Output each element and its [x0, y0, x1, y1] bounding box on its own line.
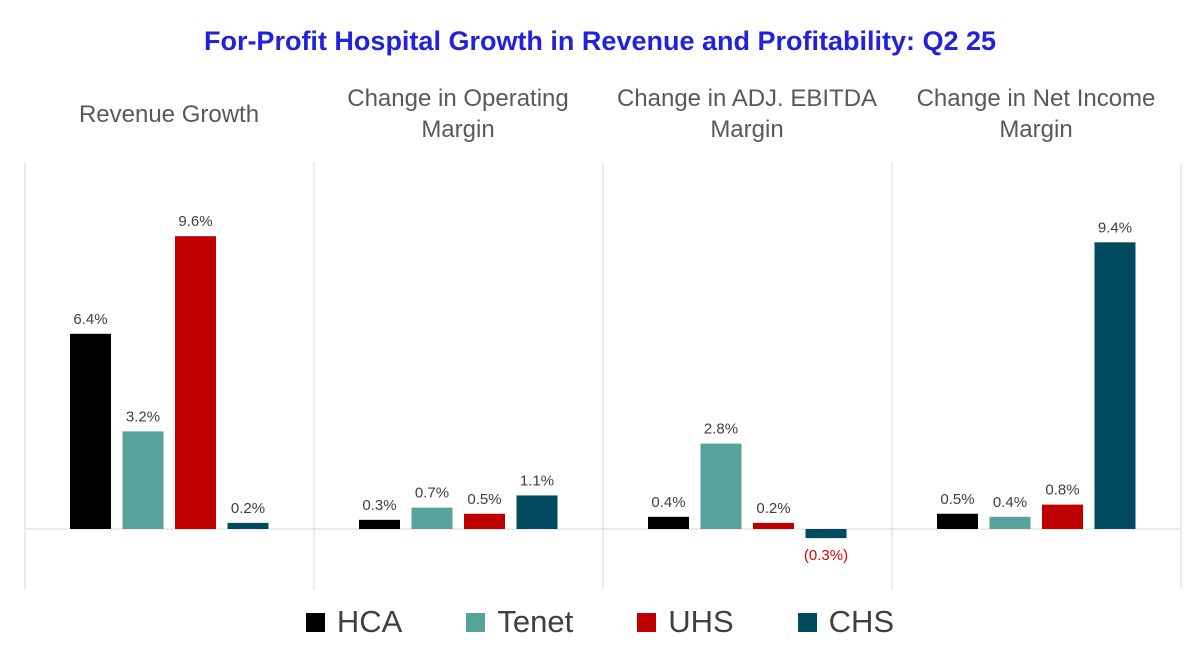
bar-chs-panel-1 [227, 522, 269, 529]
legend-item-uhs: UHS [637, 604, 734, 640]
bar-hca-panel-2 [359, 519, 400, 529]
bar-tenet-panel-2 [411, 507, 453, 529]
legend-item-tenet: Tenet [466, 604, 573, 640]
bar-uhs-panel-4 [1042, 504, 1083, 529]
bar-chs-panel-3 [805, 529, 847, 539]
data-label-chs-panel-2: 1.1% [520, 472, 554, 489]
data-label-tenet-panel-2: 0.7% [415, 485, 449, 502]
data-label-hca-panel-3: 0.4% [651, 494, 685, 511]
data-label-chs-panel-1: 0.2% [231, 500, 265, 517]
legend-label-tenet: Tenet [497, 604, 574, 639]
legend-swatch-chs [797, 612, 817, 632]
data-label-uhs-panel-2: 0.5% [467, 491, 501, 508]
legend-swatch-tenet [466, 612, 486, 632]
legend-swatch-uhs [637, 612, 657, 632]
panel-title-revenue-growth: Revenue Growth [78, 100, 260, 128]
data-label-tenet-panel-1: 3.2% [126, 408, 160, 425]
data-label-tenet-panel-3: 2.8% [704, 421, 738, 438]
legend-label-uhs: UHS [668, 604, 734, 639]
data-label-tenet-panel-4: 0.4% [993, 494, 1027, 511]
data-label-hca-panel-2: 0.3% [362, 497, 396, 514]
bar-chs-panel-2 [516, 495, 558, 529]
bar-uhs-panel-2 [464, 513, 505, 529]
data-label-hca-panel-1: 6.4% [73, 311, 107, 328]
legend: HCA Tenet UHS CHS [0, 600, 1200, 644]
legend-swatch-hca [305, 612, 325, 632]
data-label-hca-panel-4: 0.5% [940, 491, 974, 508]
data-label-chs-panel-4: 9.4% [1098, 219, 1132, 236]
panel-title-operating-margin: Change in Operating Margin [347, 85, 569, 143]
bar-hca-panel-4 [937, 513, 978, 529]
legend-label-chs: CHS [828, 604, 895, 639]
legend-item-chs: CHS [797, 604, 895, 640]
data-label-uhs-panel-3: 0.2% [756, 500, 790, 517]
legend-label-hca: HCA [336, 604, 403, 639]
data-label-uhs-panel-4: 0.8% [1045, 482, 1079, 499]
bar-uhs-panel-1 [175, 236, 216, 529]
bar-hca-panel-1 [70, 333, 111, 529]
bar-tenet-panel-3 [700, 443, 742, 529]
panel-title-net-income-margin: Change in Net Income Margin [916, 85, 1156, 143]
bar-tenet-panel-1 [122, 431, 164, 529]
legend-item-hca: HCA [305, 604, 403, 640]
data-label-chs-panel-3: (0.3%) [804, 547, 848, 564]
bar-tenet-panel-4 [989, 516, 1031, 529]
bar-hca-panel-3 [648, 516, 689, 529]
bar-chs-panel-4 [1094, 242, 1136, 530]
panel-title-ebitda-margin: Change in ADJ. EBITDA Margin [616, 85, 878, 143]
bar-uhs-panel-3 [753, 522, 794, 529]
chart-title: For-Profit Hospital Growth in Revenue an… [203, 26, 997, 56]
data-label-uhs-panel-1: 9.6% [178, 213, 212, 230]
